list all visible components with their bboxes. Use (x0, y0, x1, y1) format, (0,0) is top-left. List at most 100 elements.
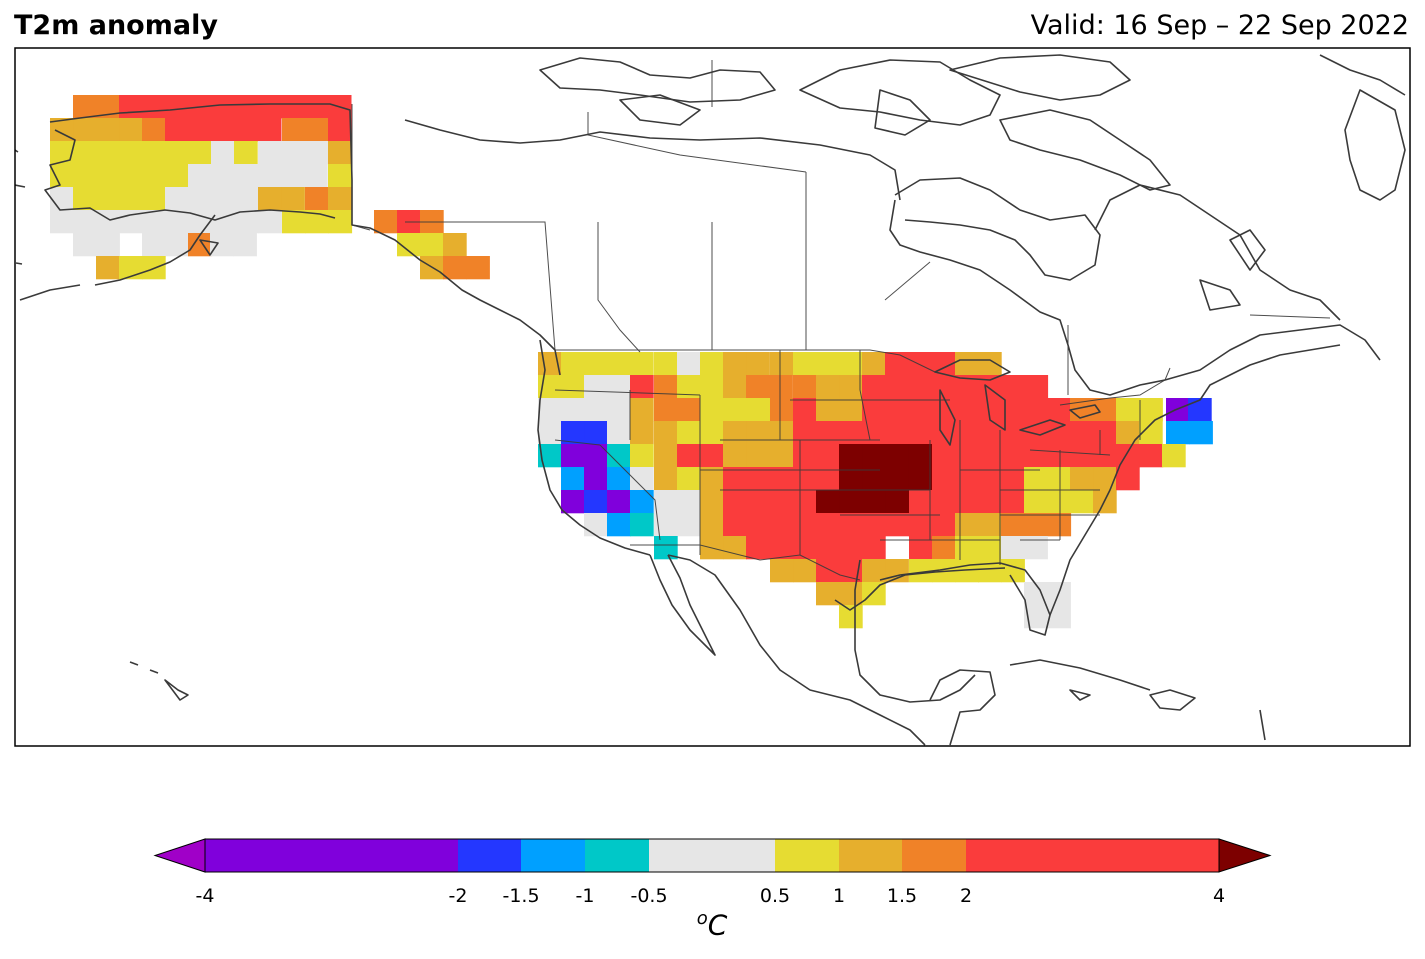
colorbar-bin (839, 839, 902, 872)
grid-cell (304, 95, 329, 119)
map-frame (14, 47, 1411, 747)
grid-cell (258, 95, 282, 119)
grid-cell (73, 118, 97, 142)
grid-cell (96, 118, 121, 142)
grid-cell (769, 490, 794, 514)
grid-cell (700, 375, 724, 399)
grid-cell (374, 210, 398, 234)
grid-cell (258, 210, 282, 234)
grid-cell (50, 187, 74, 211)
grid-cell (932, 536, 956, 560)
grid-cell (769, 375, 793, 399)
colorbar-tick-label: 0.5 (759, 885, 791, 907)
grid-cell (955, 467, 979, 491)
grid-cell (723, 352, 747, 376)
grid-cell (839, 444, 863, 468)
grid-cell (607, 467, 631, 491)
grid-cell (1047, 467, 1071, 491)
grid-cell (561, 398, 585, 422)
grid-cell (233, 233, 257, 257)
colorbar-bin (902, 839, 966, 872)
grid-cell (816, 398, 840, 422)
grid-cell (816, 490, 840, 514)
grid-cell (1093, 421, 1118, 445)
colorbar-over-arrow (1218, 838, 1272, 873)
grid-cell (885, 352, 909, 376)
grid-cell (746, 421, 770, 445)
grid-cell (305, 210, 329, 234)
grid-cell (165, 210, 190, 234)
grid-cell (700, 467, 724, 491)
grid-cell (955, 490, 980, 514)
grid-cell (793, 421, 817, 445)
grid-cell (654, 444, 678, 468)
grid-cell (885, 421, 910, 445)
grid-cell (538, 444, 562, 468)
grid-cell (142, 164, 167, 188)
grid-cell (1139, 398, 1163, 422)
grid-cell (142, 210, 167, 234)
grid-cell (862, 559, 886, 583)
grid-cell (770, 398, 794, 422)
colorbar-bin (521, 839, 585, 872)
grid-cell (211, 141, 235, 165)
grid-cell (188, 118, 212, 142)
grid-cell (816, 352, 840, 376)
grid-cell (119, 164, 143, 188)
grid-cell (978, 352, 1002, 376)
grid-cell (885, 467, 910, 491)
grid-cell (862, 490, 887, 514)
grid-cell (73, 210, 97, 234)
grid-cell (73, 187, 97, 211)
grid-cell (1001, 490, 1026, 514)
grid-cell (816, 559, 840, 583)
grid-cell (142, 233, 166, 257)
grid-cell (443, 256, 467, 280)
grid-cell (862, 352, 886, 376)
colorbar-under-arrow (153, 838, 206, 873)
grid-cell (978, 490, 1003, 514)
grid-cell (978, 467, 1003, 491)
grid-cell (1024, 467, 1048, 491)
grid-cell (654, 536, 678, 560)
grid-cell (235, 210, 259, 234)
grid-cell (700, 421, 724, 445)
grid-cell (538, 421, 562, 445)
grid-cell (257, 118, 282, 142)
grid-cell (96, 233, 120, 257)
grid-cell (282, 210, 306, 234)
grid-cell (1024, 582, 1048, 606)
grid-cell (793, 559, 817, 583)
grid-cell (630, 375, 654, 399)
grid-cell (770, 352, 794, 376)
grid-cell (1047, 421, 1071, 445)
colorbar-outline (204, 838, 1220, 873)
grid-cell (607, 444, 631, 468)
grid-cell (955, 352, 979, 376)
colorbar-tick-label: -2 (448, 885, 468, 907)
grid-cell (955, 536, 979, 560)
grid-cell (211, 95, 236, 119)
grid-cell (584, 398, 608, 422)
grid-cell (1024, 444, 1049, 468)
grid-cell (654, 352, 678, 376)
grid-cell (1047, 605, 1071, 629)
grid-cell (792, 513, 817, 537)
grid-cell (816, 421, 840, 445)
grid-cell (584, 421, 608, 445)
grid-cell (839, 490, 863, 514)
grid-cell (584, 375, 608, 399)
grid-cell (281, 187, 305, 211)
grid-cell (50, 164, 74, 188)
grid-cell (73, 95, 97, 119)
grid-cell (654, 513, 678, 537)
grid-cell (607, 375, 631, 399)
grid-cell (328, 164, 352, 188)
colorbar-bin (585, 839, 649, 872)
grid-cell (212, 210, 236, 234)
grid-cell (584, 513, 608, 537)
grid-cell (211, 164, 235, 188)
grid-cell (723, 398, 747, 422)
grid-cell (1070, 444, 1094, 468)
grid-cell (630, 467, 654, 491)
